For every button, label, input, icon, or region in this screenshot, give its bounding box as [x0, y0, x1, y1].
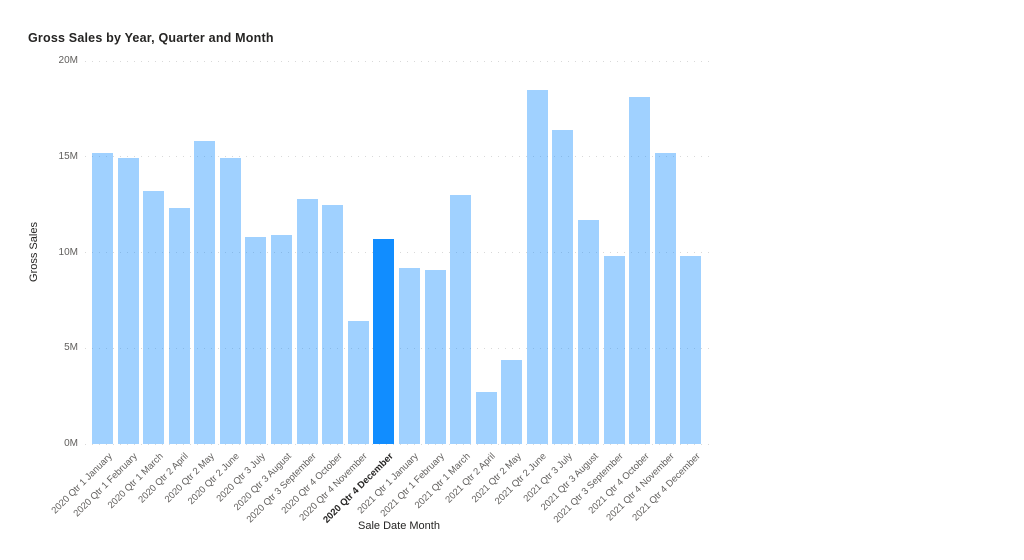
bar-2021-qtr-3-september[interactable] — [603, 256, 625, 444]
bar-2021-qtr-2-june[interactable] — [526, 89, 548, 444]
y-tick-5M: 5M — [64, 342, 78, 354]
chart-title: Gross Sales by Year, Quarter and Month — [28, 31, 274, 45]
bar-2020-qtr-3-july[interactable] — [245, 237, 267, 444]
bar-2021-qtr-4-december[interactable] — [680, 256, 702, 444]
bar-2020-qtr-2-may[interactable] — [194, 141, 216, 444]
bar-2020-qtr-3-august[interactable] — [271, 235, 293, 444]
bar-2021-qtr-4-october[interactable] — [629, 97, 651, 444]
bar-2021-qtr-3-august[interactable] — [578, 219, 600, 444]
bar-2021-qtr-1-march[interactable] — [450, 195, 472, 444]
y-tick-15M: 15M — [58, 150, 78, 162]
bar-2021-qtr-2-may[interactable] — [501, 359, 523, 444]
bar-2020-qtr-1-march[interactable] — [143, 191, 165, 444]
bar-2021-qtr-4-november[interactable] — [654, 152, 676, 444]
bar-2020-qtr-2-june[interactable] — [219, 157, 241, 444]
bar-2021-qtr-1-january[interactable] — [398, 267, 420, 444]
gridline-15M — [85, 156, 713, 158]
plot-area: 0M 5M 10M 15M 20M 2020 Qtr 1 January 2020 Qtr … — [49, 55, 713, 526]
gridline-5M — [85, 347, 713, 349]
x-axis-title: Sale Date Month — [358, 520, 440, 532]
y-tick-20M: 20M — [58, 55, 78, 66]
bar-2021-qtr-3-july[interactable] — [552, 129, 574, 444]
bar-2020-qtr-4-november[interactable] — [347, 321, 369, 444]
bar-2021-qtr-1-february[interactable] — [424, 269, 446, 444]
bar-2020-qtr-1-february[interactable] — [117, 157, 139, 444]
bar-2021-qtr-2-april[interactable] — [475, 392, 497, 444]
bar-2020-qtr-4-december[interactable] — [373, 239, 395, 444]
gridline-20M — [85, 60, 713, 62]
y-tick-0M: 0M — [64, 438, 78, 449]
y-tick-10M: 10M — [58, 246, 78, 258]
bar-2020-qtr-3-september[interactable] — [296, 198, 318, 444]
bar-2020-qtr-2-april[interactable] — [168, 208, 190, 444]
gridline-0M — [85, 443, 713, 445]
gridline-10M — [85, 252, 713, 253]
bar-2020-qtr-4-october[interactable] — [322, 204, 344, 444]
bar-2020-qtr-1-january[interactable] — [92, 152, 113, 444]
